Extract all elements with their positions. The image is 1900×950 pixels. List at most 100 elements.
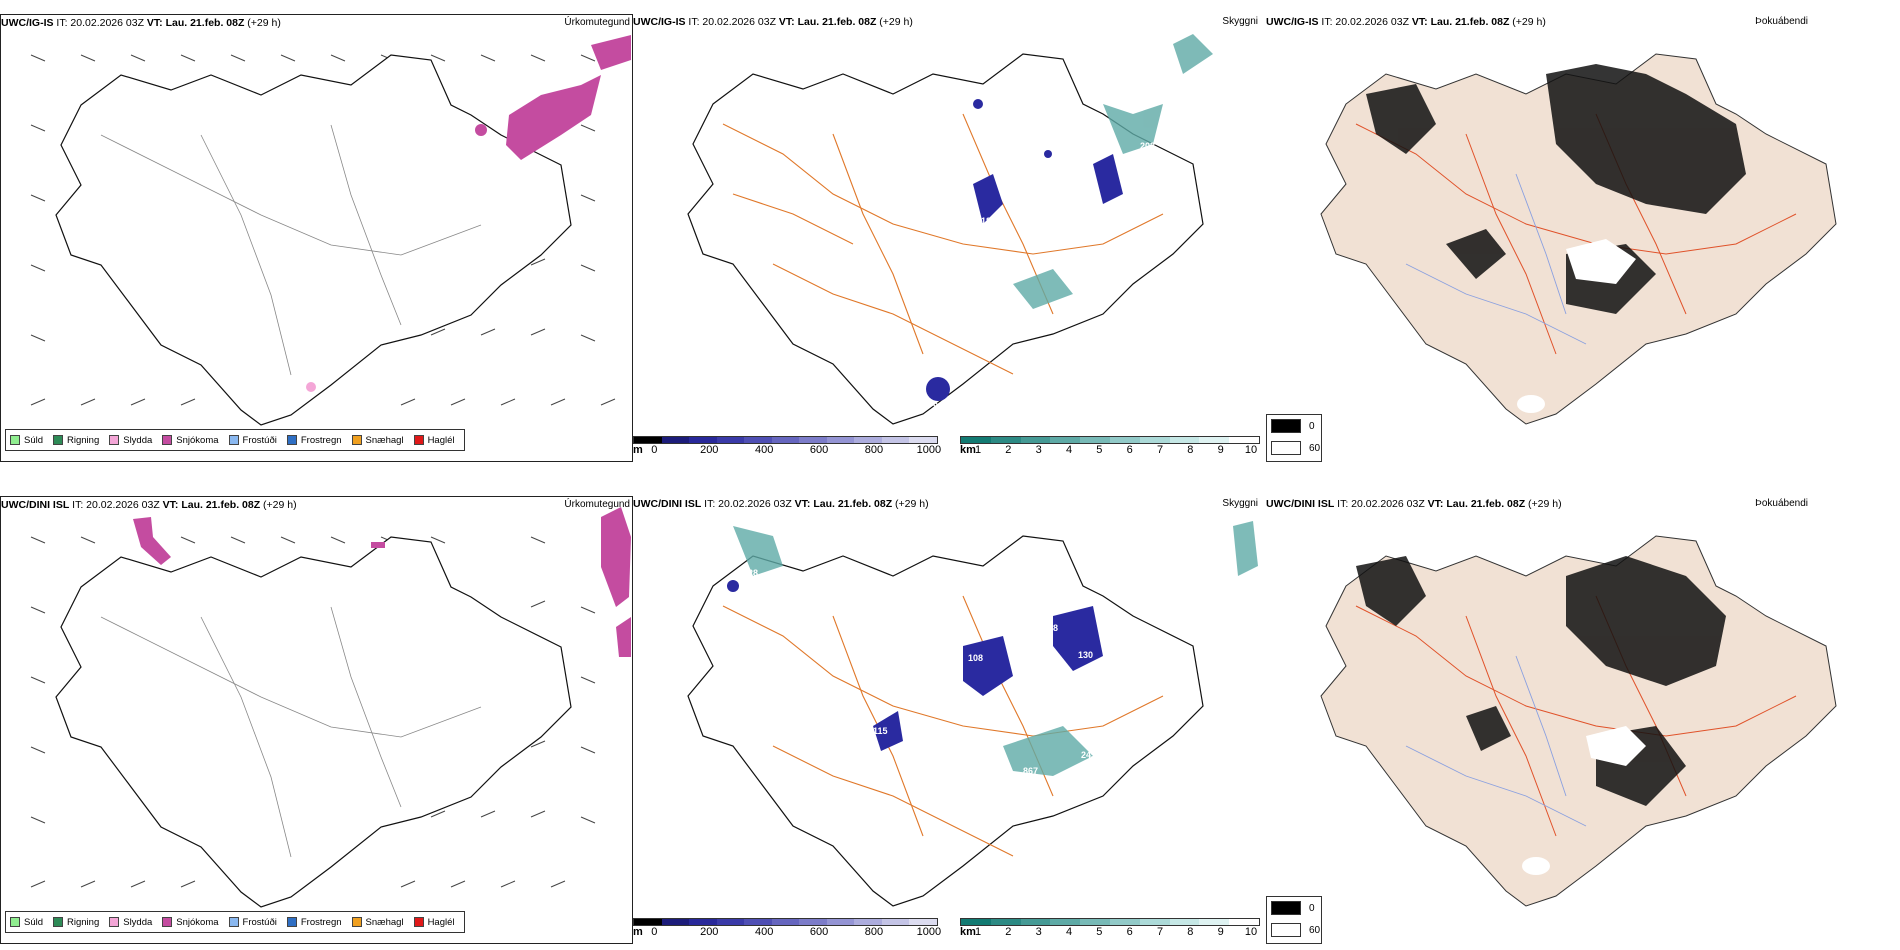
fog-dense-areas: [1356, 556, 1726, 806]
sleet-area: [306, 382, 316, 392]
legend-item: Frostregn: [286, 916, 342, 928]
colorbar-segment: [1169, 919, 1200, 925]
colorbar-tick: 9: [1217, 926, 1224, 938]
fog-legend-label: 0: [1309, 902, 1315, 914]
colorbar-tick: 5: [1096, 926, 1103, 938]
colorbar-tick: 6: [1126, 926, 1133, 938]
legend-item: Súld: [10, 917, 43, 928]
cloud-visibility-panel-row2: UWC/DINI ISL IT: 20.02.2026 03Z VT: Lau.…: [633, 496, 1266, 944]
colorbar-segment: [1050, 437, 1081, 443]
fog-legend-item: 60: [1267, 919, 1321, 941]
colorbar-segment: [1229, 919, 1259, 925]
cloud-label: 207: [1130, 166, 1145, 176]
colorbar-segment: [634, 437, 662, 443]
colorbar-swatches: [633, 918, 938, 926]
legend-label: Snæhagl: [365, 916, 404, 928]
fog-legend-label: 60: [1309, 924, 1321, 936]
legend-label: Frostregn: [300, 916, 342, 928]
model-name: UWC/IG-IS: [633, 16, 686, 28]
legend-swatch: [10, 435, 20, 445]
precip-map: [30, 35, 631, 426]
legend-swatch: [53, 917, 64, 927]
colorbar-tick: 5: [1096, 444, 1103, 456]
legend-swatch: [286, 435, 297, 445]
model-name: UWC/DINI ISL: [1, 499, 70, 511]
valid-time: Lau. 21.feb. 08Z: [1430, 16, 1510, 28]
fog-free-areas: [1517, 239, 1636, 413]
colorbar-ticks: 0 200 400 600 800 1000: [633, 926, 942, 938]
fog-indicator-panel-row2: UWC/DINI ISL IT: 20.02.2026 03Z VT: Lau.…: [1266, 496, 1900, 944]
colorbar-segment: [1020, 437, 1051, 443]
cloud-label: 18: [981, 216, 991, 226]
legend-swatch: [162, 917, 173, 927]
cloud-label: 168: [1043, 623, 1058, 633]
cloud-visibility-panel-row1: UWC/IG-IS IT: 20.02.2026 03Z VT: Lau. 21…: [633, 14, 1266, 462]
colorbar-segment: [661, 919, 690, 925]
colorbar-tick: 400: [754, 444, 774, 456]
init-time: IT: 20.02.2026 03Z: [1321, 16, 1409, 28]
snowfall-areas: [133, 507, 631, 657]
panel-title: Skyggni: [1222, 498, 1258, 509]
model-name: UWC/DINI ISL: [633, 498, 702, 510]
legend-label: Rigning: [67, 916, 100, 928]
lead-time: (+29 h): [247, 17, 281, 29]
valid-time-label: VT:: [1427, 498, 1444, 510]
valid-time-label: VT:: [778, 16, 795, 28]
colorbar-segment: [799, 919, 827, 925]
colorbar-segment: [716, 437, 745, 443]
panel-title: Þokuábendi: [1755, 498, 1808, 509]
colorbar-segment: [961, 919, 991, 925]
legend-swatch: [351, 435, 362, 445]
valid-time: Lau. 21.feb. 08Z: [181, 499, 261, 511]
roads: [100, 606, 482, 858]
colorbar-segment: [799, 437, 827, 443]
colorbar-tick: 200: [700, 444, 719, 456]
legend-item: Snjókoma: [162, 917, 219, 928]
colorbar-tick: 1000: [916, 926, 942, 938]
colorbar-tick: 3: [1035, 444, 1042, 456]
colorbar-tick: 9: [1217, 444, 1224, 456]
iceland-coastline: [55, 536, 572, 908]
fog-indicator-panel-row1: UWC/IG-IS IT: 20.02.2026 03Z VT: Lau. 21…: [1266, 14, 1900, 462]
fog-legend-swatch: [1271, 441, 1301, 455]
colorbar-tick: 4: [1065, 926, 1073, 938]
colorbar-segment: [689, 919, 717, 925]
visibility-colorbar: 1 2 3 4 5 6 7 8 9 10 km: [960, 918, 1260, 938]
colorbar-unit: km: [960, 926, 976, 938]
legend-swatch: [109, 917, 120, 927]
model-name: UWC/DINI ISL: [1266, 498, 1335, 510]
fog-legend: 0 60: [1266, 896, 1322, 944]
colorbar-segment: [634, 919, 662, 925]
legend-label: Frostúði: [242, 434, 277, 446]
legend-swatch: [351, 917, 362, 927]
colorbar-tick: 3: [1035, 926, 1042, 938]
colorbar-tick: 0: [651, 926, 658, 938]
lead-time: (+29 h): [1512, 16, 1546, 28]
legend-swatch: [413, 435, 424, 445]
precip-type-panel-row1: UWC/IG-IS IT: 20.02.2026 03Z VT: Lau. 21…: [0, 14, 633, 462]
colorbar-segment: [1109, 919, 1140, 925]
colorbar-tick: 8: [1187, 444, 1194, 456]
legend-swatch: [53, 435, 64, 445]
colorbar-ticks: 1 2 3 4 5 6 7 8 9 10: [960, 444, 1260, 456]
cloud-label: 128: [1078, 668, 1093, 678]
colorbar-tick: 1000: [916, 444, 942, 456]
low-ceiling-areas: [926, 99, 1123, 401]
colorbar-tick: 2: [1005, 926, 1012, 938]
colorbar-tick: 10: [1244, 926, 1258, 938]
fog-indicator-map: [1320, 535, 1837, 907]
rivers: [1405, 655, 1587, 827]
colorbar-segment: [990, 919, 1021, 925]
legend-item: Rigning: [53, 435, 99, 446]
colorbar-tick: 400: [754, 926, 774, 938]
lead-time: (+29 h): [263, 499, 297, 511]
cloud-label: 98: [933, 401, 943, 411]
colorbar-segment: [854, 919, 882, 925]
legend-item: Frostúði: [228, 917, 277, 928]
legend-label: Súld: [24, 434, 44, 446]
panel-title: Úrkomutegund: [564, 499, 630, 510]
colorbar-segment: [744, 919, 772, 925]
fog-legend-item: 60: [1267, 437, 1321, 459]
colorbar-unit: m: [633, 926, 643, 938]
legend-label: Snæhagl: [365, 434, 404, 446]
